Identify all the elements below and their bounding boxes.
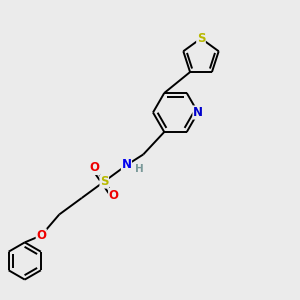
Text: O: O (36, 229, 46, 242)
Text: H: H (135, 164, 144, 175)
Text: O: O (109, 189, 118, 202)
Text: N: N (193, 106, 203, 119)
Text: S: S (197, 32, 205, 45)
Text: N: N (122, 158, 131, 171)
Text: S: S (100, 175, 109, 188)
Text: O: O (90, 161, 100, 174)
